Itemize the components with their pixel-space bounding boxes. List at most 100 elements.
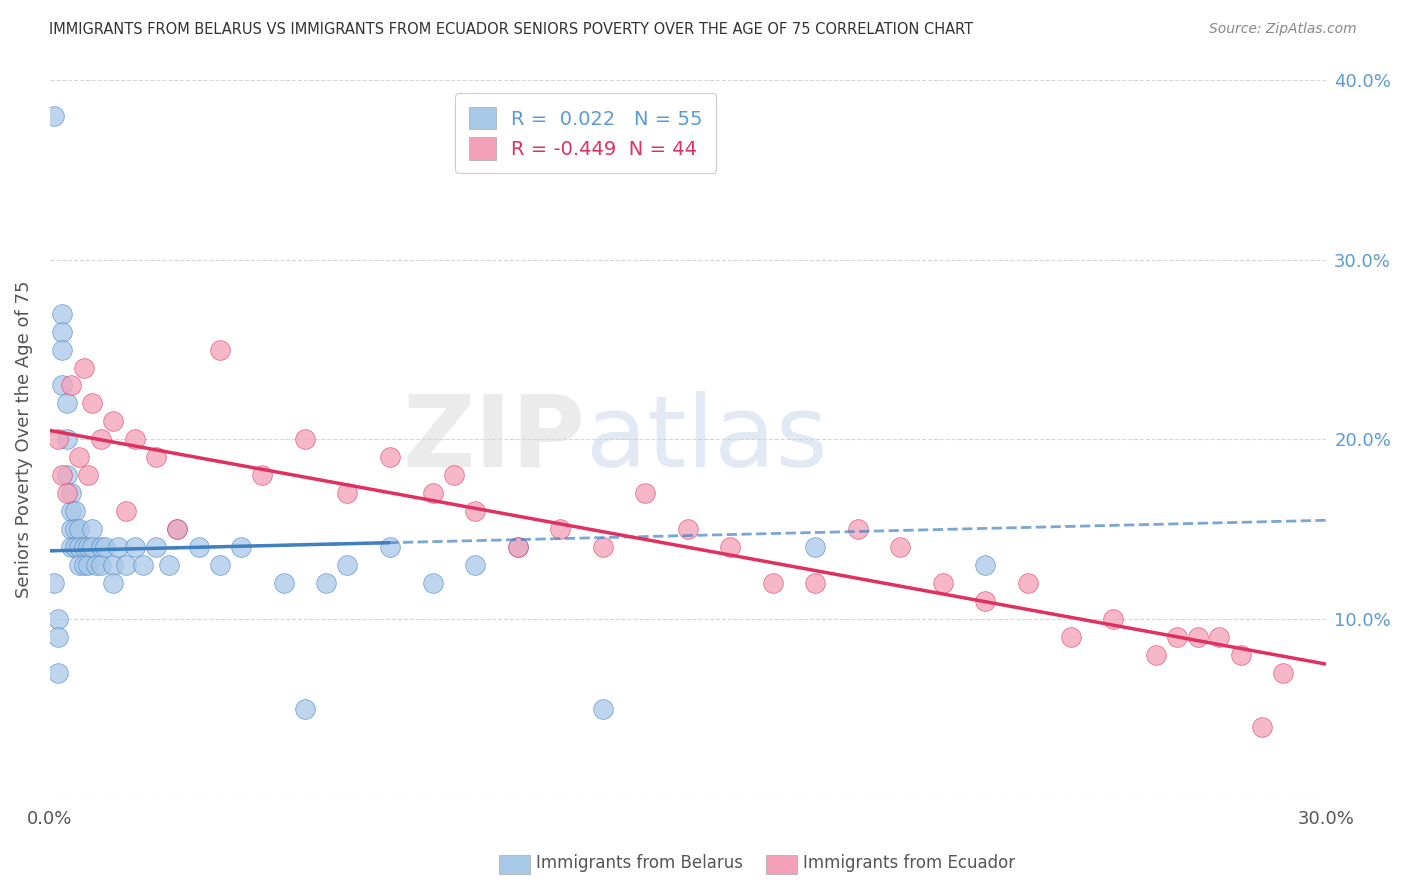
Legend: R =  0.022   N = 55, R = -0.449  N = 44: R = 0.022 N = 55, R = -0.449 N = 44	[456, 94, 717, 173]
Point	[889, 540, 911, 554]
Point	[157, 558, 180, 573]
Point	[804, 540, 827, 554]
Point	[94, 540, 117, 554]
Point	[718, 540, 741, 554]
Point	[90, 558, 112, 573]
Point	[69, 558, 91, 573]
Point	[208, 558, 231, 573]
Point	[90, 540, 112, 554]
Point	[1059, 630, 1081, 644]
Point	[69, 522, 91, 536]
Point	[115, 558, 138, 573]
Point	[55, 396, 77, 410]
Point	[1251, 720, 1274, 734]
Point	[804, 576, 827, 591]
Point	[1208, 630, 1230, 644]
Point	[59, 522, 82, 536]
Point	[592, 540, 614, 554]
Point	[124, 540, 146, 554]
Point	[464, 504, 486, 518]
Point	[846, 522, 869, 536]
Point	[145, 450, 167, 465]
Point	[63, 504, 86, 518]
Point	[55, 468, 77, 483]
Point	[1229, 648, 1251, 662]
Point	[208, 343, 231, 357]
Point	[166, 522, 188, 536]
Point	[82, 396, 104, 410]
Point	[294, 433, 316, 447]
Point	[46, 612, 69, 626]
Point	[378, 450, 401, 465]
Point	[73, 540, 96, 554]
Point	[273, 576, 295, 591]
Point	[506, 540, 529, 554]
Point	[315, 576, 337, 591]
Point	[46, 666, 69, 681]
Point	[55, 433, 77, 447]
Point	[1017, 576, 1039, 591]
Point	[187, 540, 209, 554]
Point	[1166, 630, 1188, 644]
Point	[51, 468, 73, 483]
Point	[103, 558, 125, 573]
Point	[77, 468, 100, 483]
Point	[59, 540, 82, 554]
Point	[378, 540, 401, 554]
Text: Immigrants from Belarus: Immigrants from Belarus	[536, 855, 742, 872]
Point	[974, 594, 997, 608]
Point	[103, 576, 125, 591]
Point	[59, 378, 82, 392]
Point	[103, 414, 125, 428]
Point	[51, 343, 73, 357]
Point	[42, 109, 65, 123]
Point	[42, 576, 65, 591]
Text: IMMIGRANTS FROM BELARUS VS IMMIGRANTS FROM ECUADOR SENIORS POVERTY OVER THE AGE : IMMIGRANTS FROM BELARUS VS IMMIGRANTS FR…	[49, 22, 973, 37]
Point	[46, 433, 69, 447]
Point	[676, 522, 699, 536]
Point	[464, 558, 486, 573]
Point	[336, 558, 359, 573]
Point	[506, 540, 529, 554]
Text: ZIP: ZIP	[402, 391, 586, 488]
Point	[107, 540, 129, 554]
Point	[69, 540, 91, 554]
Point	[63, 540, 86, 554]
Point	[634, 486, 657, 500]
Point	[115, 504, 138, 518]
Point	[86, 558, 108, 573]
Point	[443, 468, 465, 483]
Point	[82, 522, 104, 536]
Point	[252, 468, 274, 483]
Point	[55, 486, 77, 500]
Point	[1144, 648, 1167, 662]
Point	[90, 433, 112, 447]
Point	[145, 540, 167, 554]
Point	[932, 576, 955, 591]
Point	[51, 378, 73, 392]
Point	[73, 558, 96, 573]
Point	[422, 486, 444, 500]
Point	[548, 522, 571, 536]
Point	[762, 576, 785, 591]
Point	[132, 558, 155, 573]
Point	[82, 540, 104, 554]
Y-axis label: Seniors Poverty Over the Age of 75: Seniors Poverty Over the Age of 75	[15, 281, 32, 599]
Point	[51, 307, 73, 321]
Point	[1102, 612, 1125, 626]
Text: Source: ZipAtlas.com: Source: ZipAtlas.com	[1209, 22, 1357, 37]
Point	[77, 540, 100, 554]
Point	[422, 576, 444, 591]
Point	[63, 522, 86, 536]
Point	[73, 360, 96, 375]
Point	[77, 558, 100, 573]
Point	[51, 325, 73, 339]
Point	[59, 486, 82, 500]
Point	[59, 504, 82, 518]
Point	[166, 522, 188, 536]
Text: Immigrants from Ecuador: Immigrants from Ecuador	[803, 855, 1015, 872]
Text: atlas: atlas	[586, 391, 827, 488]
Point	[336, 486, 359, 500]
Point	[294, 702, 316, 716]
Point	[1272, 666, 1295, 681]
